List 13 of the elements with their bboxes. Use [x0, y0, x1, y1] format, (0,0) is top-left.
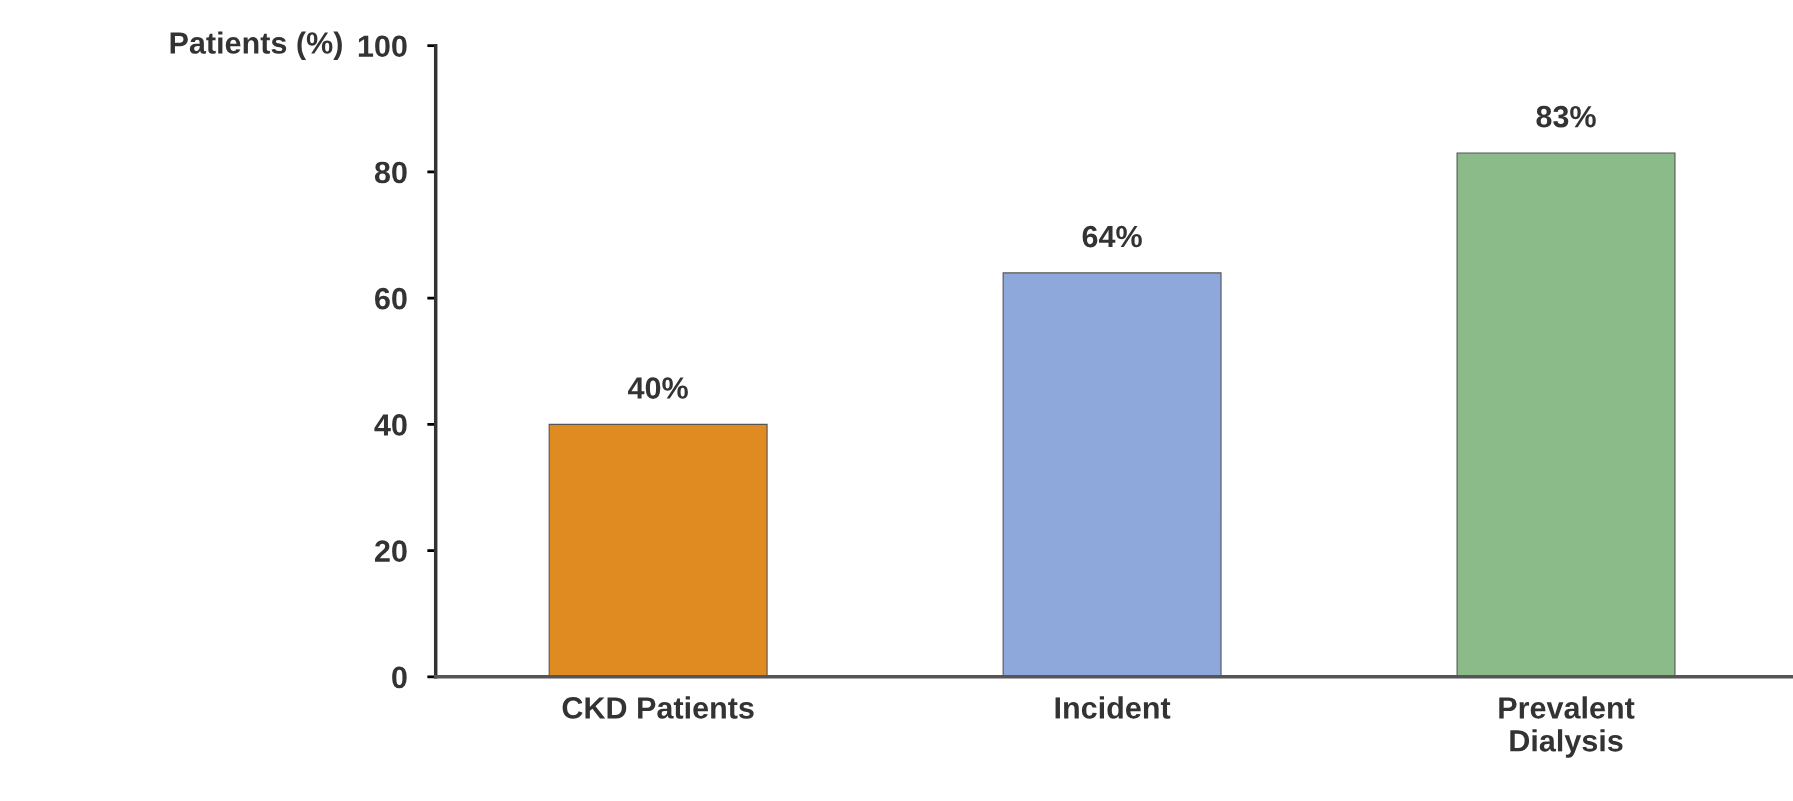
y-tick-label: 0 [392, 666, 407, 689]
x-tick-label: CKD Patients [562, 696, 754, 719]
data-label: 64% [1082, 225, 1142, 248]
x-tick-label: Prevalent Dialysis [1499, 696, 1635, 758]
data-label: 40% [628, 377, 688, 399]
x-tick-label: Incident [1055, 696, 1171, 719]
data-label: 83% [1536, 105, 1596, 128]
y-tick-label: 80 [374, 161, 407, 184]
y-tick-label: 20 [375, 540, 407, 562]
y-tick-label: 60 [375, 287, 407, 310]
y-tick-label: 100 [358, 35, 407, 58]
y-axis-title: Patients (%) [170, 31, 342, 60]
y-tick-label: 40 [374, 414, 407, 436]
